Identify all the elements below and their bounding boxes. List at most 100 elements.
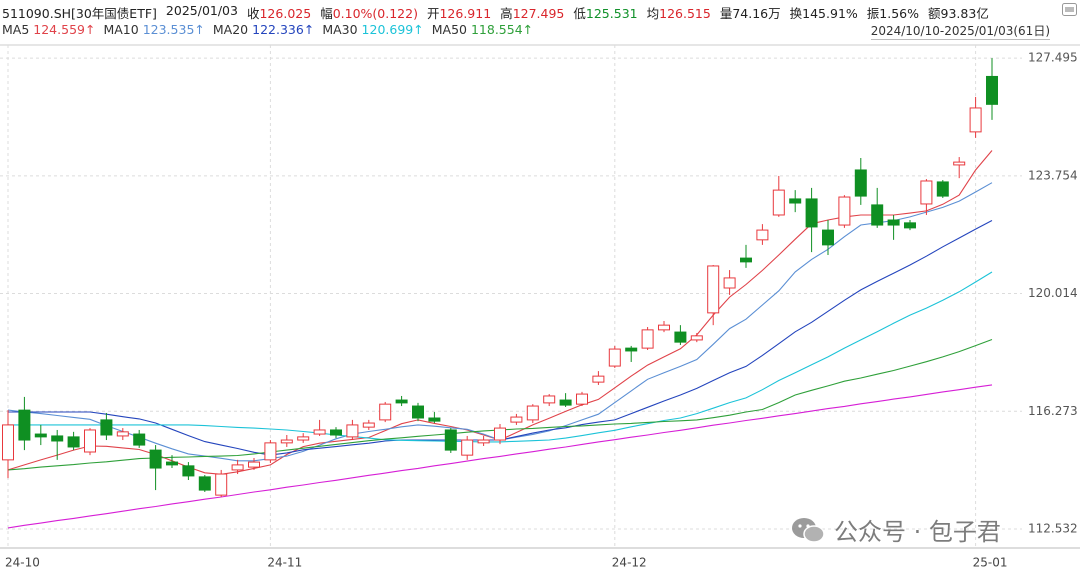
candle-body (100, 419, 113, 436)
candle-body (264, 442, 277, 461)
candle-body (838, 196, 851, 226)
legend-value: 118.554 (470, 22, 523, 37)
date-range[interactable]: 2024/10/10-2025/01/03(61日) (870, 24, 1050, 40)
candle-body (510, 416, 523, 423)
candle-body (608, 348, 621, 367)
y-tick-label: 112.532 (1028, 522, 1078, 536)
quote-item: 换145.91% (790, 3, 858, 22)
candle-body (166, 461, 178, 466)
quote-label: 收 (246, 6, 260, 21)
candle-body (920, 180, 933, 205)
candle-body (477, 439, 490, 444)
candle-body (707, 265, 720, 314)
candle-body (592, 375, 605, 383)
candle-body (379, 403, 392, 421)
quote-value: 125.531 (585, 6, 638, 21)
candle-body (51, 435, 64, 442)
quote-label: 均 (646, 6, 660, 21)
quote-value: 126.911 (439, 6, 492, 21)
candle-body (444, 429, 457, 451)
candle-body (330, 429, 342, 436)
legend-name: MA10 (103, 22, 139, 37)
candle-body (248, 461, 260, 468)
candle-body (412, 405, 424, 419)
candle-body (231, 464, 244, 471)
candle-body (34, 433, 47, 438)
quote-label: 幅 (320, 6, 333, 21)
y-tick-label: 127.495 (1028, 51, 1078, 65)
ma-line (8, 271, 993, 443)
quote-label: 量 (719, 6, 733, 21)
quote-label: 换 (789, 6, 803, 21)
candle-body (854, 169, 867, 197)
quote-header: 511090.SH[30年国债ETF] 2025/01/03 收126.025 幅… (2, 3, 989, 22)
quote-value: 0.10%(0.122) (332, 6, 418, 21)
candle-body (756, 229, 769, 241)
quote-date: 2025/01/03 (165, 3, 238, 18)
legend-arrow: ↑ (303, 22, 315, 37)
legend-value: 124.559 (33, 22, 85, 37)
candle-body (871, 204, 884, 226)
candle-body (559, 399, 572, 406)
quote-value: 1.56% (879, 6, 920, 21)
quote-value: 126.025 (259, 6, 312, 21)
candle-body (543, 395, 556, 404)
quote-value: 145.91% (802, 6, 858, 21)
candle-body (576, 393, 588, 405)
x-tick-label: 24-11 (267, 556, 302, 570)
quote-label: 低 (573, 6, 586, 21)
legend-name: MA5 (2, 22, 30, 37)
candle-body (182, 465, 195, 477)
quote-item: 收126.025 (247, 3, 311, 22)
legend-value: 122.336 (252, 22, 304, 37)
candle-body (346, 424, 359, 438)
wechat-icon (792, 517, 825, 543)
legend-value: 120.699 (361, 22, 414, 37)
legend-arrow: ↑ (84, 22, 96, 37)
candle-body (461, 439, 474, 456)
quote-value: 74.16万 (732, 6, 781, 21)
candle-body (149, 449, 162, 469)
quote-value: 126.515 (659, 6, 711, 21)
candle-body (297, 436, 310, 441)
legend-name: MA30 (322, 22, 358, 37)
legend-value: 123.535 (142, 22, 195, 37)
candle-body (822, 229, 834, 246)
candle-body (789, 198, 802, 204)
quote-value: 93.83亿 (940, 6, 989, 21)
candle-body (658, 324, 670, 331)
quote-item: 高127.495 (500, 3, 564, 22)
y-tick-label: 120.014 (1028, 286, 1078, 300)
candle-body (362, 422, 375, 428)
candle-body (116, 431, 129, 437)
legend-item: MA5 124.559↑ (2, 22, 95, 37)
candle-body (67, 436, 80, 448)
quote-value: 127.495 (512, 6, 565, 21)
candle-body (641, 329, 654, 349)
legend-arrow: ↑ (413, 22, 424, 37)
candle-body (887, 219, 900, 226)
candle-body (904, 222, 916, 229)
candle-body (395, 399, 408, 404)
candle-body (313, 429, 326, 435)
security-title: 511090.SH[30年国债ETF] (2, 6, 157, 21)
candle-body (215, 473, 228, 496)
legend-name: MA50 (431, 22, 467, 37)
window-icon[interactable] (1062, 3, 1077, 16)
ma-line (7, 384, 993, 529)
legend-item: MA50 118.554↑ (432, 22, 533, 37)
quote-item: 量74.16万 (720, 3, 781, 22)
candle-body (772, 189, 785, 216)
candle-body (2, 424, 14, 461)
candle-body (494, 427, 506, 441)
candle-body (690, 335, 703, 341)
quote-label: 高 (500, 6, 513, 21)
quote-label: 振 (866, 6, 880, 21)
candle-body (723, 277, 736, 289)
y-tick-label: 116.273 (1028, 404, 1078, 418)
candle-body (936, 181, 949, 197)
x-tick-label: 25-01 (973, 556, 1008, 570)
candle-body (428, 417, 441, 422)
